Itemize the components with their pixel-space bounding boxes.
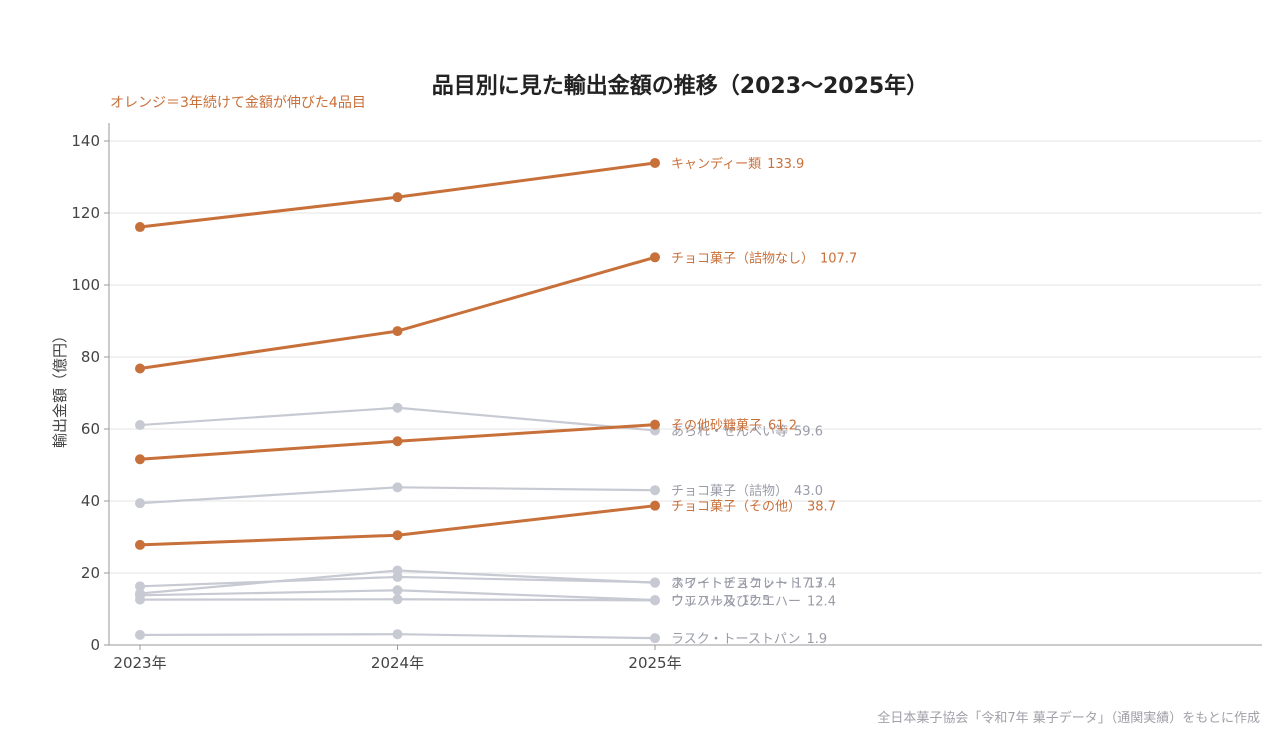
data-point	[650, 577, 660, 588]
series-10	[135, 629, 660, 644]
data-point	[135, 363, 145, 374]
y-tick-label: 140	[71, 132, 100, 150]
data-point	[650, 485, 660, 496]
series-value-label: 38.7	[807, 500, 836, 515]
series-end-label: チョコ菓子（詰物） 43.0	[671, 483, 823, 499]
muted-series-group	[135, 402, 660, 644]
series-value-label: 1.9	[806, 632, 827, 647]
data-point	[392, 629, 403, 640]
y-tick-label: 80	[81, 348, 100, 366]
x-tick-label: 2023年	[113, 654, 166, 672]
series-end-label: スイートビスケット 17.3	[671, 577, 823, 592]
data-point	[135, 594, 145, 605]
series-name: キャンディー類	[671, 156, 761, 172]
series-name: チョコ菓子（詰物）	[671, 483, 788, 499]
series-0	[135, 157, 660, 233]
y-tick-label: 0	[90, 636, 100, 654]
grid-lines	[109, 140, 1262, 574]
series-value-label: 133.9	[767, 157, 804, 172]
data-point	[392, 482, 403, 493]
data-point	[135, 581, 145, 592]
y-tick-label: 40	[81, 492, 100, 510]
data-point	[135, 498, 145, 509]
series-end-label: チョコ菓子（詰物なし） 107.7	[671, 250, 857, 266]
data-point	[392, 585, 403, 596]
series-name: ワッフル及びウエハー	[671, 594, 801, 609]
y-axis-label: 輸出金額（億円）	[51, 328, 69, 448]
data-point	[135, 539, 145, 550]
x-tick-label: 2024年	[371, 654, 424, 672]
data-point	[135, 454, 145, 465]
series-name: ラスク・トーストパン	[671, 632, 800, 647]
data-point	[650, 157, 660, 168]
series-name: ホワイトチョコレート	[671, 576, 801, 591]
data-point	[650, 500, 660, 511]
data-point	[392, 326, 403, 337]
series-end-label: ホワイトチョコレート 17.4	[671, 576, 836, 591]
series-end-label: チョコ菓子（その他） 38.7	[671, 500, 836, 515]
data-point	[650, 419, 660, 430]
series-end-label: ウエハース 12.5	[671, 594, 770, 609]
series-value-label: 17.3	[794, 577, 823, 592]
data-point	[650, 595, 660, 606]
y-tick-label: 120	[71, 204, 100, 222]
end-labels: キャンディー類 133.9 チョコ菓子（詰物なし） 107.7 あられ・せんべい等 59.…	[671, 156, 857, 647]
y-tick-label: 60	[81, 420, 100, 438]
series-end-label: あられ・せんべい等 59.6	[671, 423, 823, 439]
data-point	[650, 633, 660, 644]
y-tick-labels: 0 20 40 60 80 100 120 140	[71, 132, 109, 654]
data-point	[135, 222, 145, 233]
series-value-label: 12.4	[807, 594, 836, 609]
series-end-label: ラスク・トーストパン 1.9	[671, 632, 827, 647]
chart-title: 品目別に見た輸出金額の推移（2023〜2025年）	[432, 73, 928, 99]
series-name: その他砂糖菓子	[671, 418, 762, 434]
series-9	[135, 594, 660, 606]
data-point	[392, 402, 403, 413]
data-point	[135, 629, 145, 640]
series-end-label: キャンディー類 133.9	[671, 156, 804, 172]
data-point	[392, 565, 403, 576]
data-point	[392, 436, 403, 447]
series-end-label: ワッフル及びウエハー 12.4	[671, 594, 836, 609]
series-5	[135, 500, 660, 550]
y-tick-label: 20	[81, 564, 100, 582]
data-point	[135, 420, 145, 431]
series-end-label: その他砂糖菓子 61.2	[671, 418, 797, 434]
source-note: 全日本菓子協会「令和7年 菓子データ」（通関実績）をもとに作成	[877, 710, 1260, 726]
series-name: スイートビスケット	[671, 577, 788, 592]
data-point	[392, 594, 403, 605]
series-value-label: 43.0	[794, 484, 823, 499]
series-line	[138, 255, 657, 371]
series-4	[135, 482, 660, 509]
data-point	[392, 192, 403, 203]
series-value-label: 61.2	[768, 419, 797, 434]
series-value-label: 12.5	[741, 594, 770, 609]
chart-subtitle: オレンジ＝3年続けて金額が伸びた4品目	[110, 94, 366, 111]
x-tick-label: 2025年	[628, 654, 681, 672]
series-value-label: 107.7	[820, 251, 857, 266]
series-name: チョコ菓子（詰物なし）	[671, 250, 814, 266]
series-value-label: 17.4	[807, 576, 836, 591]
x-tick-labels: 2023年 2024年 2025年	[113, 645, 682, 672]
data-point	[650, 252, 660, 263]
series-value-label: 59.6	[794, 424, 823, 439]
data-point	[392, 530, 403, 541]
series-name: ウエハース	[671, 594, 735, 609]
series-name: あられ・せんべい等	[671, 423, 788, 439]
series-name: チョコ菓子（その他）	[671, 500, 801, 515]
series-3	[135, 419, 660, 465]
y-tick-label: 100	[71, 276, 100, 294]
series-1	[135, 252, 660, 374]
highlight-series-group	[135, 157, 660, 550]
